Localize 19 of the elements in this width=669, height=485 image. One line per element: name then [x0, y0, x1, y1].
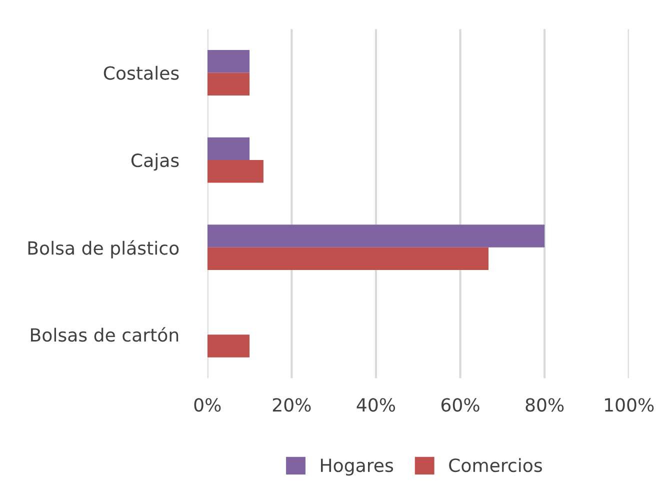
y-tick-label: Costales	[104, 66, 179, 80]
x-tick-label: 100%	[605, 398, 654, 412]
x-tick-label: 20%	[272, 398, 311, 412]
bar	[207, 334, 250, 358]
legend-label: Comercios	[449, 458, 542, 472]
bar	[207, 247, 489, 270]
bar	[207, 224, 545, 248]
y-tick-label: Bolsas de cartón	[31, 327, 178, 342]
x-tick-label: 60%	[441, 398, 480, 412]
bar	[207, 137, 250, 160]
bar	[207, 160, 264, 183]
bar	[207, 72, 250, 96]
x-tick-label: 0%	[194, 398, 221, 412]
y-tick-label: Cajas	[131, 153, 179, 171]
x-tick-label: 80%	[526, 398, 564, 412]
y-tick-label: Bolsa de plástico	[28, 240, 179, 258]
bar	[207, 50, 250, 73]
x-tick-label: 40%	[356, 398, 396, 412]
legend-label: Hogares	[320, 458, 394, 476]
